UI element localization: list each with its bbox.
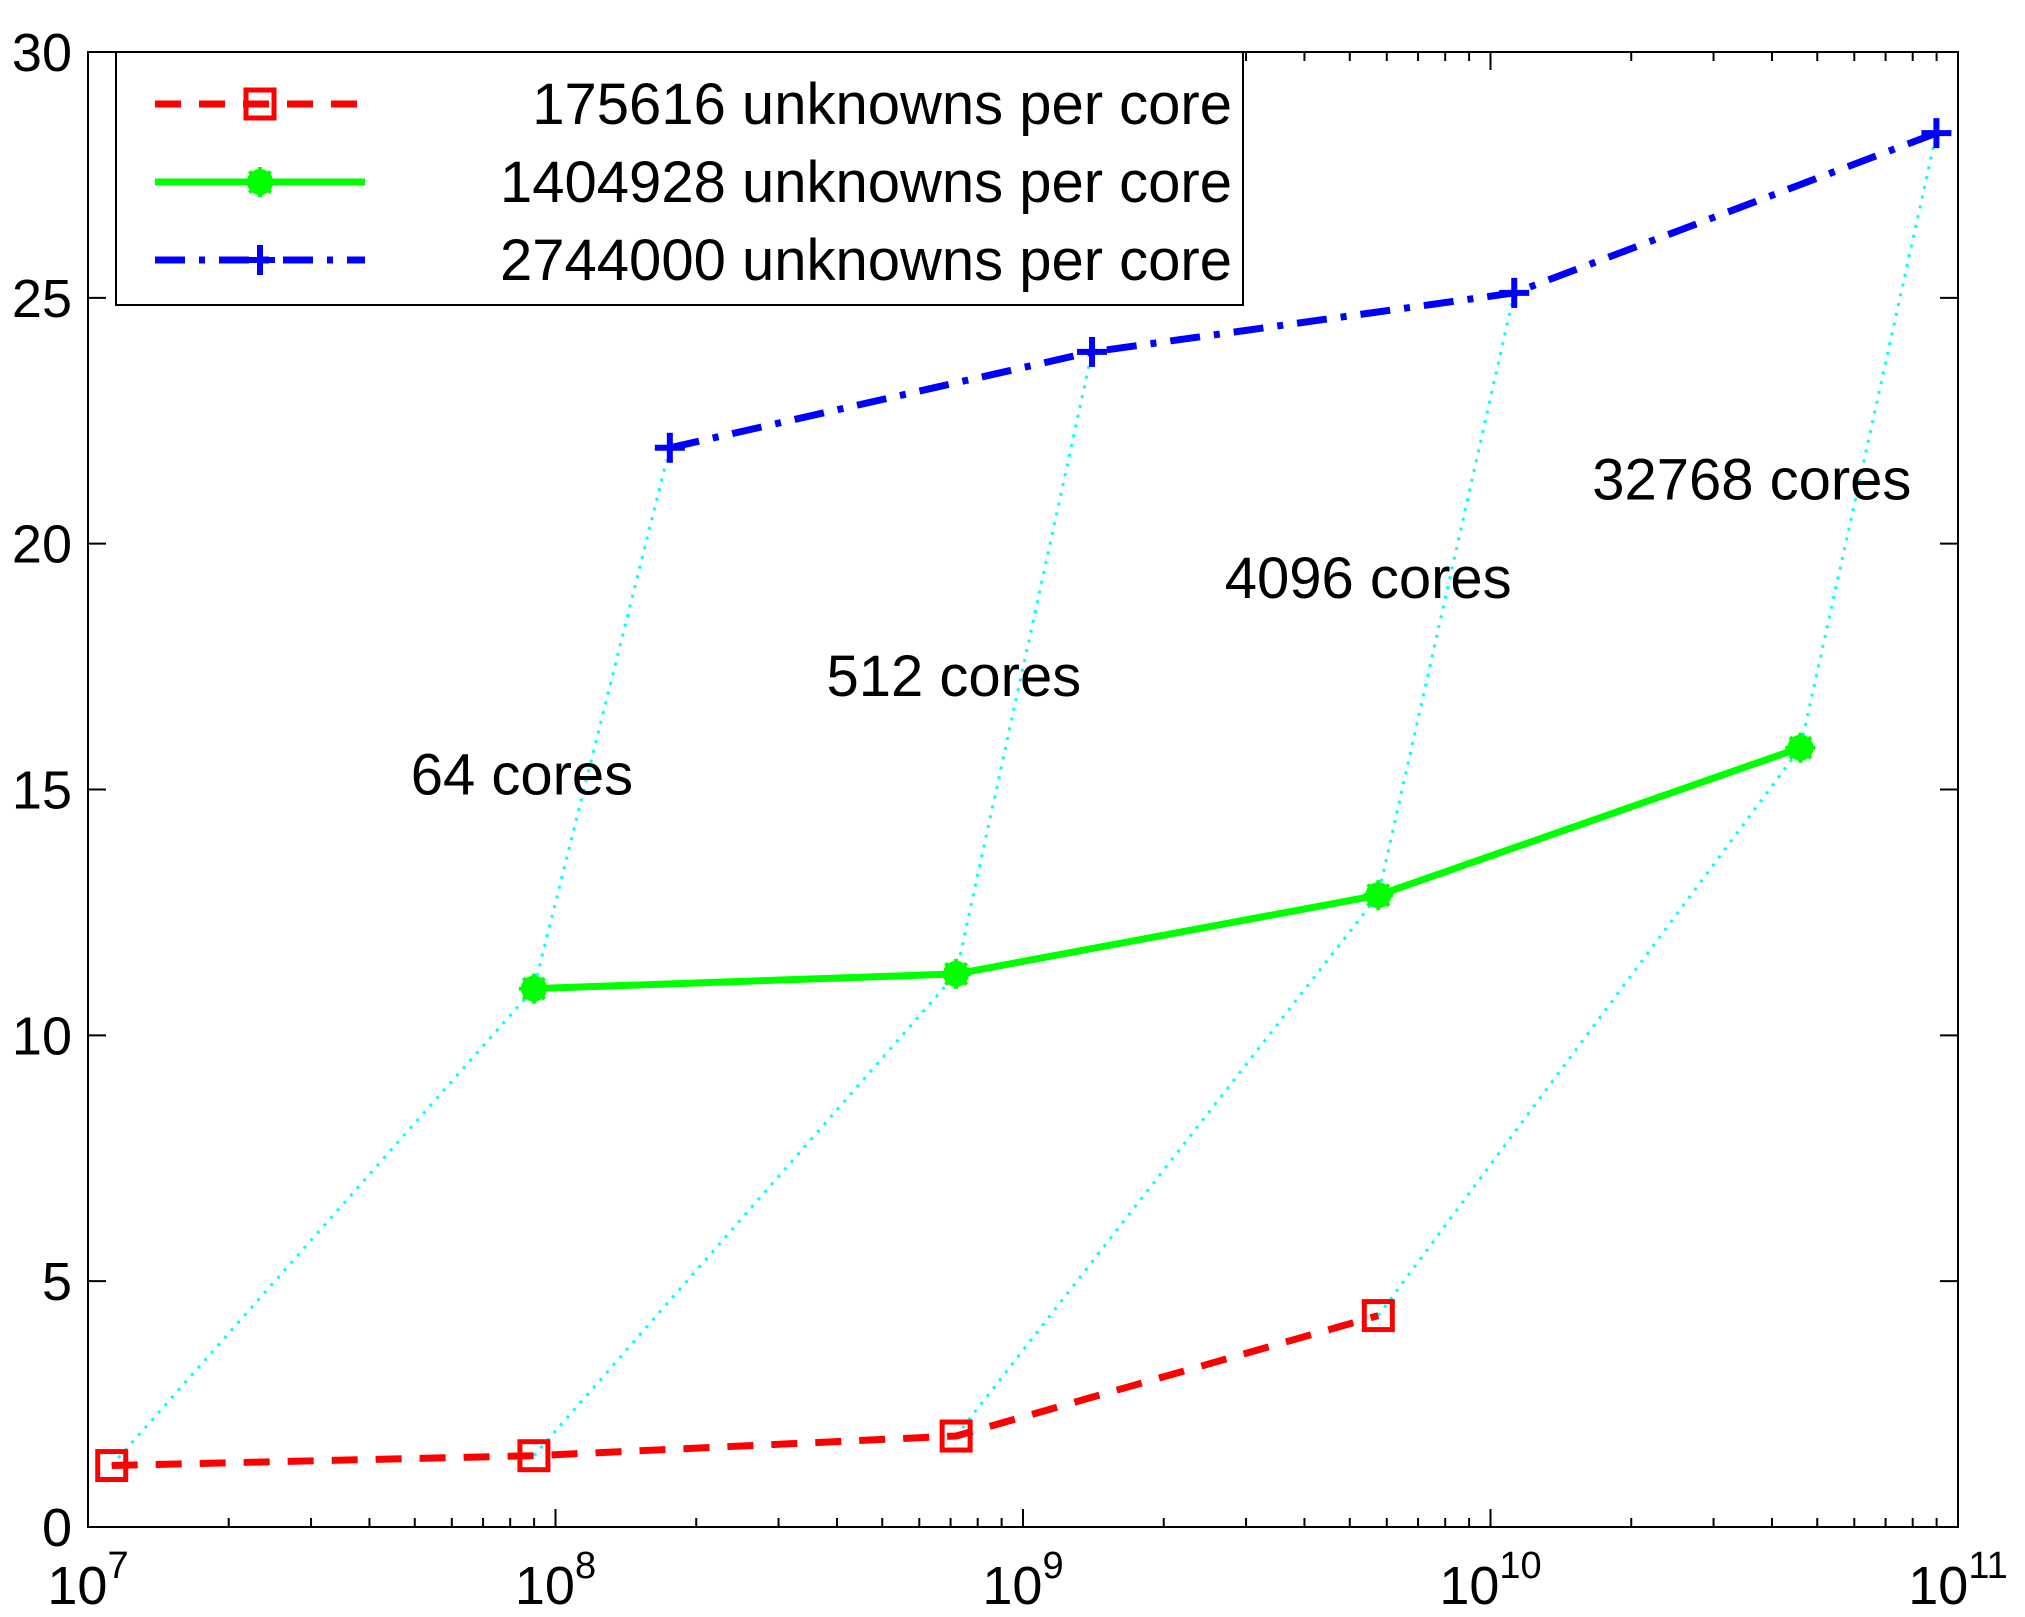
x-tick-label: 1010 [1439, 1545, 1541, 1616]
series-marker-plus [1077, 336, 1108, 367]
y-tick-label: 5 [42, 1252, 72, 1312]
y-tick-labels: 0 5 10 15 20 25 30 [12, 23, 72, 1558]
y-tick-label: 20 [12, 515, 72, 575]
legend-label: 175616 unknowns per core [532, 72, 1232, 137]
series-marker-plus [1921, 118, 1952, 149]
series-line-2 [533, 744, 1802, 993]
series-marker-asterisk [1785, 732, 1816, 763]
y-tick-label: 30 [12, 23, 72, 83]
core-count-annotation: 512 cores [827, 644, 1082, 709]
series-marker-asterisk [518, 973, 549, 1004]
series-marker-plus [245, 245, 275, 275]
series-marker-square [939, 1419, 973, 1453]
y-tick-label: 15 [12, 761, 72, 821]
series-line-3 [669, 129, 1938, 452]
series-marker-square [517, 1439, 551, 1473]
legend: 175616 unknowns per core 1404928 unknowns… [115, 51, 1244, 306]
series-marker-asterisk [1363, 880, 1394, 911]
series-marker-square [243, 87, 277, 121]
series-marker-square [95, 1449, 129, 1483]
annotations: 64 cores 512 cores 4096 cores 32768 cores [411, 447, 1912, 807]
series-lines [111, 129, 1938, 1469]
legend-label: 2744000 unknowns per core [500, 228, 1232, 293]
y-tick-label: 0 [42, 1498, 72, 1558]
series-marker-plus [1499, 277, 1530, 308]
core-connector-line [110, 447, 672, 1467]
legend-label: 1404928 unknowns per core [500, 150, 1232, 215]
series-markers [95, 118, 1952, 1483]
y-tick-label: 10 [12, 1006, 72, 1066]
x-tick-label: 1011 [1908, 1545, 2008, 1616]
x-tick-label: 108 [515, 1545, 596, 1616]
series-marker-plus [654, 432, 685, 463]
series-marker-asterisk [941, 958, 972, 989]
x-tick-label: 109 [982, 1545, 1063, 1616]
core-count-annotation: 32768 cores [1592, 447, 1911, 512]
x-tick-labels: 107 108 109 1010 1011 [47, 1545, 2007, 1616]
core-count-annotation: 4096 cores [1225, 546, 1512, 611]
series-marker-asterisk [245, 167, 275, 197]
x-tick-label: 107 [47, 1545, 128, 1616]
y-tick-label: 25 [12, 269, 72, 329]
series-marker-square [1361, 1299, 1395, 1333]
core-count-annotation: 64 cores [411, 742, 633, 807]
series-line-1 [111, 1312, 1380, 1469]
